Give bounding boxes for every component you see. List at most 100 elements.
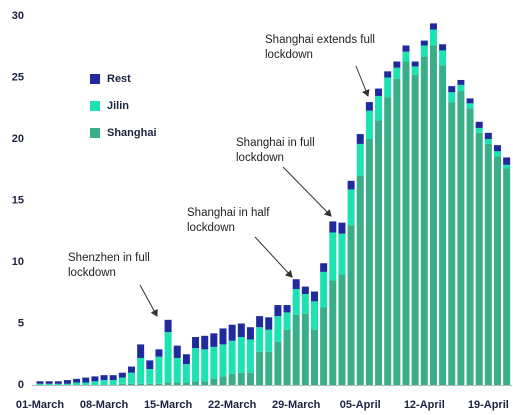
bar-segment — [384, 77, 392, 98]
x-tick-label: 05-April — [340, 399, 381, 411]
bar-segment — [192, 348, 200, 382]
bar-segment — [384, 97, 392, 386]
bar-segment — [283, 329, 291, 385]
annotation-text: Shanghai in half — [187, 207, 270, 219]
y-tick-label: 25 — [12, 71, 24, 83]
legend-swatch — [90, 74, 100, 84]
y-tick-label: 10 — [12, 256, 24, 268]
bar-segment — [91, 376, 99, 382]
bar-segment — [182, 382, 190, 385]
bar-segment — [484, 139, 492, 144]
bar-segment — [283, 312, 291, 330]
bar-segment — [137, 383, 145, 385]
bar-segment — [36, 383, 44, 385]
annotation-arrow — [282, 166, 332, 217]
bar-segment — [347, 189, 355, 226]
annotation-text: lockdown — [68, 267, 116, 279]
bar-segment — [301, 286, 309, 294]
bar-segment — [265, 329, 273, 352]
bar-segment — [228, 324, 236, 341]
bar-segment — [439, 50, 447, 66]
bar-segment — [283, 305, 291, 313]
annotation-text: Shanghai extends full — [265, 34, 375, 46]
bar-segment — [420, 40, 428, 46]
bar-segment — [45, 383, 53, 385]
bar-segment — [292, 279, 300, 290]
bar-segment — [246, 327, 254, 340]
bar-segment — [466, 103, 474, 109]
bar-segment — [356, 143, 364, 176]
bar-segment — [146, 383, 154, 385]
legend-swatch — [90, 128, 100, 138]
bar-segment — [63, 383, 71, 385]
bar-segment — [128, 366, 135, 373]
y-tick-label: 5 — [18, 317, 24, 329]
bar-segment — [128, 383, 135, 385]
bar-segment — [402, 45, 410, 52]
bar-segment — [146, 369, 154, 384]
bar-segment — [393, 61, 401, 68]
bar-segment — [201, 349, 209, 382]
bar-segment — [375, 88, 383, 96]
bar-segment — [256, 327, 264, 352]
bar-segment — [411, 61, 419, 67]
bar-segment — [429, 23, 437, 30]
x-tick-label: 22-March — [208, 399, 257, 411]
bar-segment — [448, 102, 456, 385]
bar-segment — [411, 66, 419, 76]
bar-segment — [173, 345, 181, 358]
bar-segment — [228, 373, 236, 385]
x-tick-label: 29-March — [272, 399, 321, 411]
bar-segment — [311, 329, 318, 385]
bar-segment — [292, 314, 300, 385]
bar-segment — [484, 132, 492, 139]
bar-segment — [365, 102, 373, 111]
bar-segment — [439, 44, 447, 51]
y-tick-label: 30 — [12, 10, 24, 22]
bar-segment — [384, 71, 392, 78]
bar-segment — [475, 121, 483, 128]
bar-segment — [265, 351, 273, 385]
bar-segment — [466, 108, 474, 385]
bar-segment — [329, 232, 337, 281]
bar-segment — [402, 51, 410, 62]
bar-segment — [466, 98, 474, 104]
bar-segment — [237, 337, 245, 373]
x-tick-label: 15-March — [144, 399, 193, 411]
bar-segment — [137, 344, 145, 358]
bar-segment — [338, 233, 346, 275]
bar-segment — [494, 145, 501, 152]
bar-segment — [54, 381, 62, 384]
bar-segment — [274, 341, 282, 385]
bar-segment — [365, 110, 373, 139]
bar-segment — [256, 351, 264, 385]
bar-segment — [137, 357, 145, 384]
bar-segment — [484, 143, 492, 385]
bar-segment — [100, 375, 108, 381]
annotation-arrow — [355, 65, 370, 97]
bar-segment — [393, 78, 401, 385]
bar-segment — [429, 29, 437, 46]
bar-segment — [201, 335, 209, 350]
x-tick-label: 19-April — [468, 399, 509, 411]
bar-segment — [311, 301, 318, 330]
annotation-text: lockdown — [236, 152, 284, 164]
x-tick-label: 01-March — [16, 399, 65, 411]
bar-segment — [118, 383, 126, 385]
bar-segment — [182, 354, 190, 365]
bar-segment — [36, 381, 44, 384]
bar-segment — [73, 378, 81, 383]
bar-segment — [475, 132, 483, 385]
bar-segment — [375, 95, 383, 121]
bar-segment — [219, 376, 227, 385]
bar-segment — [411, 75, 419, 385]
bar-segment — [100, 380, 108, 385]
annotation-text: Shanghai in full — [236, 137, 315, 149]
bar-segment — [210, 378, 218, 385]
bar-segment — [494, 156, 501, 385]
bar-segment — [82, 377, 90, 383]
bar-segment — [63, 380, 71, 384]
y-tick-label: 15 — [12, 194, 24, 206]
bar-segment — [118, 372, 126, 378]
